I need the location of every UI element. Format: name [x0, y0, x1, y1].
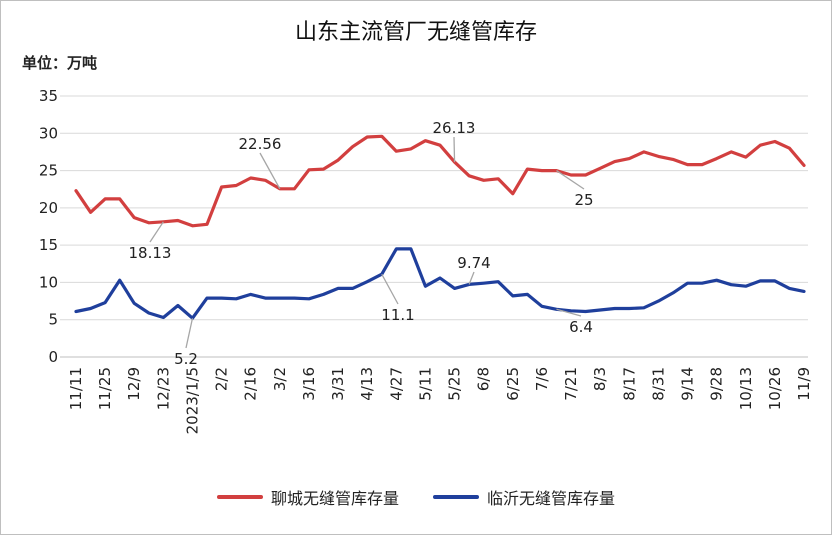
- y-tick-label: 10: [39, 273, 58, 291]
- x-tick-label: 12/23: [154, 367, 172, 410]
- y-tick-label: 15: [39, 236, 58, 254]
- y-tick-label: 20: [39, 199, 58, 217]
- x-tick-label: 8/31: [649, 367, 667, 401]
- x-tick-label: 7/21: [562, 367, 580, 401]
- legend-item-liaocheng: 聊城无缝管库存量: [216, 485, 399, 509]
- legend-swatch-liaocheng: [216, 495, 263, 499]
- series-line-liaocheng: [74, 134, 806, 228]
- x-tick-label: 3/16: [300, 367, 318, 401]
- x-tick-label: 9/28: [708, 367, 726, 401]
- series-line-linyi: [74, 247, 806, 320]
- data-label: 22.56: [239, 135, 282, 153]
- annotation-leader: [259, 152, 281, 190]
- x-tick-label: 10/13: [737, 367, 755, 410]
- x-tick-label: 7/6: [533, 367, 551, 391]
- annotation-layer: 22.56 18.13 26.13 25 5.2 11.1 9.74 6.4: [129, 119, 594, 368]
- annotation-leader: [556, 308, 582, 317]
- chart-title: 山东主流管厂无缝管库存: [294, 20, 537, 45]
- data-label: 26.13: [433, 119, 476, 137]
- annotation-leader: [468, 271, 475, 285]
- data-label: 18.13: [129, 244, 172, 262]
- legend-swatch-linyi: [433, 495, 479, 499]
- y-tick-label: 30: [39, 124, 58, 142]
- y-tick-label: 0: [48, 348, 58, 366]
- annotation-leader: [556, 170, 585, 190]
- x-tick-label: 12/9: [125, 367, 143, 401]
- y-tick-label: 35: [39, 87, 58, 105]
- series-layer: [74, 134, 806, 320]
- x-tick-label: 11/25: [96, 367, 114, 410]
- x-tick-label: 8/17: [620, 367, 638, 401]
- legend-label-liaocheng: 聊城无缝管库存量: [270, 489, 399, 508]
- x-tick-label: 3/31: [329, 367, 347, 401]
- data-label: 9.74: [457, 254, 490, 272]
- x-axis-ticks: 11/11 11/25 12/9 12/23 2023/1/5 2/2 2/16 3/2 3/1…: [67, 367, 813, 434]
- x-tick-label: 6/8: [475, 367, 493, 391]
- x-tick-label: 2/2: [213, 367, 231, 391]
- x-tick-label: 6/25: [504, 367, 522, 401]
- x-tick-label: 4/13: [358, 367, 376, 401]
- y-tick-label: 5: [48, 311, 58, 329]
- x-tick-label: 11/11: [67, 367, 85, 410]
- plot-area: 0 5 10 15 20 25 30 35 11/11 11/25 12/9 12/23 2023/1…: [39, 87, 813, 434]
- x-tick-label: 2/16: [242, 367, 260, 401]
- x-tick-label: 9/14: [679, 367, 697, 401]
- unit-label: 单位：万吨: [22, 54, 98, 72]
- y-axis-ticks: 0 5 10 15 20 25 30 35: [39, 87, 58, 366]
- legend-label-linyi: 临沂无缝管库存量: [487, 489, 616, 508]
- data-label: 5.2: [174, 350, 198, 368]
- data-label: 11.1: [381, 306, 414, 324]
- data-label: 25: [574, 191, 593, 209]
- annotation-leader: [185, 318, 194, 349]
- annotation-leader: [149, 221, 164, 243]
- x-tick-label: 2023/1/5: [183, 367, 201, 434]
- x-tick-label: 10/26: [766, 367, 784, 410]
- x-tick-label: 3/2: [271, 367, 289, 391]
- y-tick-label: 25: [39, 162, 58, 180]
- x-tick-label: 8/3: [591, 367, 609, 391]
- x-tick-label: 4/27: [387, 367, 405, 401]
- data-label: 6.4: [569, 318, 593, 336]
- legend: 聊城无缝管库存量 临沂无缝管库存量: [0, 485, 832, 509]
- annotation-leader: [453, 136, 456, 163]
- legend-item-linyi: 临沂无缝管库存量: [433, 485, 615, 509]
- grid-layer: [60, 95, 808, 358]
- x-tick-label: 5/25: [446, 367, 464, 401]
- x-tick-label: 5/11: [416, 367, 434, 401]
- annotation-leader: [381, 273, 399, 305]
- x-tick-label: 11/9: [795, 367, 813, 401]
